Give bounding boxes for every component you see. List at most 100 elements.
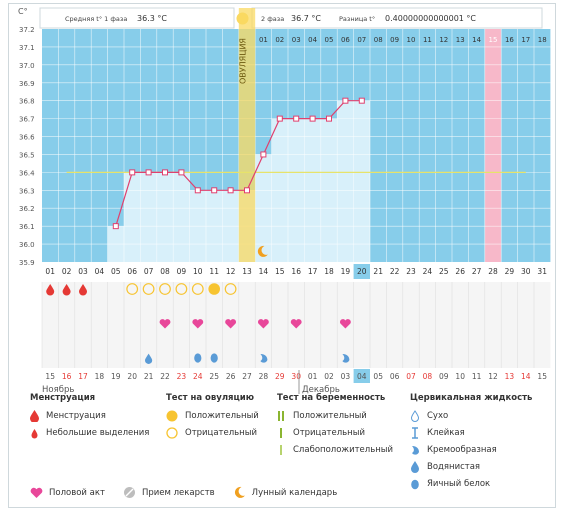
ovu-test-negative-icon	[224, 283, 237, 295]
date-label: 19	[111, 372, 121, 381]
date-label: 26	[226, 372, 236, 381]
date-label: 14	[521, 372, 531, 381]
legend-cervical-eggwhite: Яичный белок	[410, 475, 532, 492]
eggwhite-icon	[210, 353, 218, 363]
date-label: 28	[259, 372, 269, 381]
x-day-label: 18	[324, 267, 334, 276]
legend-pregnancy-title: Тест на беременность	[277, 393, 386, 403]
x-day-label: 29	[505, 267, 515, 276]
temperature-bar	[353, 100, 370, 262]
date-label: 15	[45, 372, 55, 381]
x-day-label: 17	[308, 267, 318, 276]
small-drop-icon	[31, 428, 38, 438]
y-axis-unit: C°	[18, 7, 28, 16]
date-label: 06	[390, 372, 400, 381]
date-label: 05	[373, 372, 383, 381]
date-label: 07	[406, 372, 416, 381]
date-label: 20	[127, 372, 137, 381]
legend-cervical-dry: Сухо	[410, 407, 532, 424]
sticky-icon	[412, 426, 418, 439]
y-tick-label: 36.4	[19, 169, 35, 177]
date-label: 21	[144, 372, 154, 381]
cycle-day-after-label: 06	[341, 36, 350, 44]
creamy-drop-icon	[260, 354, 268, 363]
heart-icon	[339, 319, 351, 329]
temperature-point	[145, 169, 152, 176]
legend-label: Положительный	[293, 410, 367, 421]
cycle-day-labels: 01 02 03 04 05 06 07 08 09 10 11 12 13 14 15 16 17 18	[259, 36, 547, 44]
cycle-day-after-label: 11	[423, 36, 432, 44]
date-label: 16	[62, 372, 72, 381]
x-day-label: 30	[521, 267, 531, 276]
temperature-points	[112, 97, 365, 230]
legend-label: Половой акт	[49, 487, 105, 498]
x-day-label: 01	[45, 267, 55, 276]
heart-icon	[290, 319, 302, 329]
x-day-label: 09	[177, 267, 187, 276]
cycle-day-after-label: 12	[439, 36, 448, 44]
temperature-bar	[124, 172, 141, 262]
creamy-drop-icon	[342, 354, 350, 363]
x-day-label: 27	[472, 267, 482, 276]
legend-bottom: Половой акт Прием лекарств Лунный календ…	[30, 486, 355, 499]
grid-lines	[41, 29, 551, 368]
x-axis-band	[42, 262, 551, 282]
phase1-label: Средняя t° 1 фаза	[65, 15, 127, 23]
ovulation-column: ОВУЛЯЦИЯ	[236, 8, 256, 262]
cycle-day-after-label: 15	[489, 36, 498, 44]
legend-preg-positive: Положительный	[277, 407, 393, 424]
ovu-test-negative-icon	[175, 283, 188, 295]
moon-icon	[234, 486, 245, 498]
pill-icon	[123, 487, 135, 498]
legend-moon: Лунный календарь	[233, 486, 337, 499]
heart-icon	[225, 319, 237, 329]
x-day-label: 10	[193, 267, 203, 276]
legend-preg-negative: Отрицательный	[277, 424, 393, 441]
x-day-label: 08	[160, 267, 170, 276]
date-label: 17	[78, 372, 88, 381]
date-label: 25	[209, 372, 219, 381]
ovulation-column-fill	[238, 8, 256, 262]
diff-value: 0.40000000000001 °C	[385, 14, 476, 23]
x-day-label: 13	[242, 267, 252, 276]
date-label: 29	[275, 372, 285, 381]
faint-line-icon	[280, 444, 282, 455]
diff-label: Разница t°	[339, 15, 375, 23]
double-line-icon	[278, 410, 284, 421]
date-label: 04	[357, 372, 367, 381]
date-label: 09	[439, 372, 449, 381]
y-tick-label: 36.0	[19, 241, 35, 249]
y-tick-label: 36.6	[19, 134, 35, 142]
x-day-label: 21	[373, 267, 383, 276]
y-tick-label: 36.3	[19, 187, 35, 195]
legend-spotting-item: Небольшие выделения	[30, 424, 149, 441]
ovulation-sun-icon	[236, 12, 249, 25]
legend-medication: Прием лекарств	[123, 486, 215, 499]
x-day-label: 19	[341, 267, 351, 276]
blood-drop-icon	[30, 409, 39, 422]
legend-cervical-watery: Водянистая	[410, 458, 532, 475]
phase2-value: 36.7 °C	[291, 14, 321, 23]
y-tick-label: 36.9	[19, 80, 35, 88]
cycle-day-after-label: 02	[275, 36, 284, 44]
date-labels: 15 16 17 18 19 20 21 22 23 24 25 26 27 28 29 30 01 02 03 04…	[45, 369, 547, 383]
ovu-test-negative-icon	[191, 283, 204, 295]
watery-drop-icon	[411, 460, 419, 473]
highlight-day-column	[484, 29, 502, 262]
legend-label: Кремообразная	[427, 444, 497, 455]
temperature-bar	[337, 100, 354, 262]
moon-marker	[257, 245, 268, 257]
x-day-label: 03	[78, 267, 88, 276]
eggwhite-icon	[194, 353, 202, 363]
single-line-icon	[280, 427, 282, 438]
temperature-point	[293, 115, 300, 122]
x-day-label: 05	[111, 267, 121, 276]
legend-label: Клейкая	[427, 427, 465, 438]
y-tick-label: 37.2	[19, 26, 35, 34]
legend: Менструация Менструация Небольшие выделе…	[0, 393, 563, 514]
moon-icon	[257, 245, 268, 257]
cycle-day-after-label: 13	[456, 36, 465, 44]
date-label: 13	[505, 372, 515, 381]
phase1-value: 36.3 °C	[137, 14, 167, 23]
today-date-marker	[353, 369, 370, 383]
